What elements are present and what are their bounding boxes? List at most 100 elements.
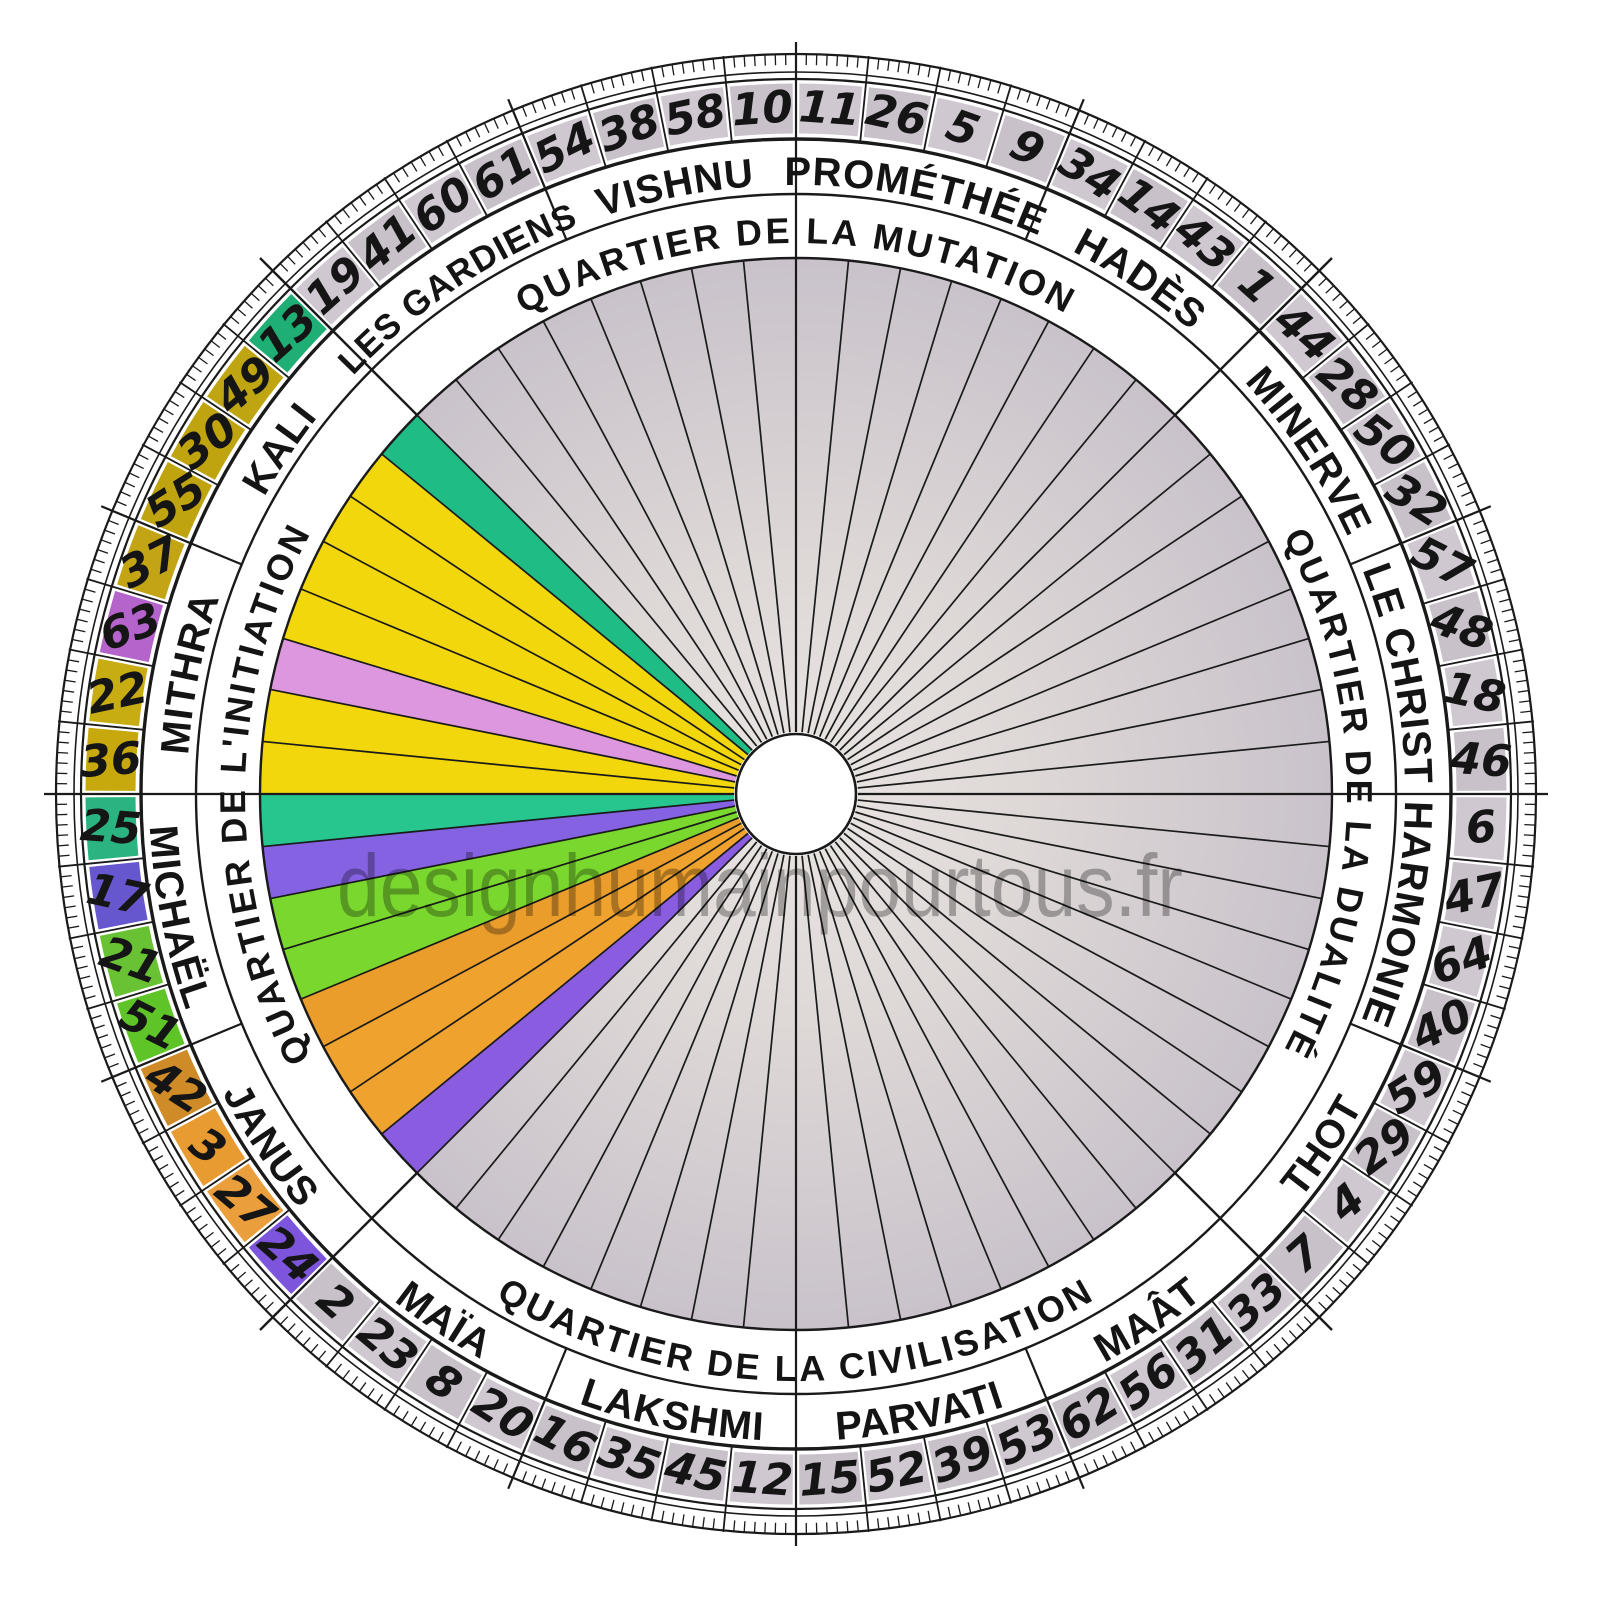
disk-wedge-14 <box>825 321 1094 743</box>
gate-boundary-line <box>141 1101 219 1145</box>
disk-wedge-17 <box>262 800 736 899</box>
gate-cell-61 <box>464 138 541 211</box>
gate-cell-62 <box>1051 1377 1128 1450</box>
minute-tick <box>198 1223 208 1232</box>
minute-tick <box>257 1294 267 1303</box>
minute-tick <box>531 102 537 114</box>
minute-tick <box>1303 1316 1313 1326</box>
minute-tick <box>1448 463 1459 470</box>
disk-wedge-52 <box>802 854 901 1328</box>
minute-tick <box>1093 118 1099 129</box>
wedge-divider-line <box>262 799 735 848</box>
disk-wedge-31 <box>830 841 1137 1240</box>
minute-tick <box>243 300 253 309</box>
minute-tick <box>84 995 96 1000</box>
wedge-divider-line <box>590 298 774 738</box>
gate-boundary-line <box>178 381 252 431</box>
gate-cell-55 <box>140 462 213 539</box>
minute-tick <box>1102 122 1109 134</box>
minute-tick <box>76 965 88 970</box>
minute-tick <box>1407 1189 1418 1197</box>
disk-wedge-5 <box>808 268 952 735</box>
gate-cell-57 <box>1407 525 1475 600</box>
disk-wedge-35 <box>640 853 784 1320</box>
gate-cell-15 <box>799 1451 863 1505</box>
minute-tick <box>1156 151 1164 162</box>
minute-tick <box>1083 114 1090 125</box>
minute-tick <box>1456 1100 1468 1107</box>
minute-tick <box>1318 277 1328 287</box>
gate-cell-41 <box>347 205 427 282</box>
minute-tick <box>163 1172 174 1180</box>
minute-tick <box>1273 234 1282 245</box>
minute-tick <box>1423 1163 1434 1171</box>
gate-boundary-line <box>57 720 145 731</box>
minute-tick <box>1191 1405 1199 1416</box>
minute-tick <box>1296 1323 1305 1333</box>
minute-tick <box>116 500 127 507</box>
minute-tick <box>1265 1350 1274 1360</box>
minute-tick <box>342 1369 351 1380</box>
minute-tick <box>79 975 91 980</box>
minute-tick <box>1016 88 1022 100</box>
gate-cell-10 <box>729 83 793 137</box>
minute-tick <box>1183 167 1191 178</box>
minute-tick <box>1396 1206 1406 1215</box>
disk-wedge-27 <box>350 828 749 1135</box>
gate-number-6: 6 <box>1464 801 1498 854</box>
minute-tick <box>186 1206 196 1215</box>
minute-tick <box>1288 1330 1298 1340</box>
disk-wedge-3 <box>323 823 745 1092</box>
minute-tick <box>967 74 972 86</box>
minute-tick <box>68 659 80 663</box>
minute-tick <box>1514 669 1526 673</box>
minute-tick <box>1456 481 1468 488</box>
minute-tick <box>733 1520 736 1532</box>
gate-cell-32 <box>1379 462 1452 539</box>
minute-tick <box>153 1154 164 1162</box>
minute-tick <box>876 58 880 70</box>
minute-tick <box>493 1459 499 1470</box>
gate-number-58: 58 <box>660 84 731 147</box>
disk-wedge-56 <box>825 845 1094 1267</box>
minute-tick <box>671 1512 675 1524</box>
gate-boundary-line <box>1301 322 1370 380</box>
minute-tick <box>1208 1394 1217 1404</box>
minute-tick <box>57 834 69 837</box>
minute-tick <box>174 391 185 399</box>
minute-tick <box>410 161 418 172</box>
gate-cell-33 <box>1217 1263 1297 1342</box>
minute-tick <box>1496 588 1508 593</box>
disk-wedge-33 <box>835 837 1176 1209</box>
minute-tick <box>1378 348 1388 357</box>
minute-tick <box>60 710 72 714</box>
minute-tick <box>846 55 849 67</box>
minute-tick <box>1339 300 1349 309</box>
minute-tick <box>640 1506 645 1518</box>
godhead-boundary-line <box>100 1022 243 1083</box>
gate-cell-21 <box>99 925 164 998</box>
gate-boundary-line <box>178 1157 252 1207</box>
wedge-divider-line <box>542 320 768 740</box>
minute-tick <box>927 1510 931 1522</box>
minute-tick <box>1508 945 1520 950</box>
gate-boundary-line <box>222 322 291 380</box>
minute-tick <box>1506 955 1518 960</box>
minute-tick <box>90 568 102 574</box>
minute-tick <box>243 1279 253 1288</box>
gate-cell-22 <box>89 658 148 727</box>
wedge-divider-line <box>824 320 1050 740</box>
wedge-divider-line <box>300 588 740 772</box>
minute-tick <box>264 1301 274 1311</box>
minute-tick <box>455 136 462 147</box>
minute-tick <box>1519 700 1531 703</box>
disk-wedge-8 <box>498 845 767 1267</box>
minute-tick <box>393 172 401 183</box>
minute-tick <box>1148 146 1155 157</box>
minute-tick <box>100 1043 112 1049</box>
minute-tick <box>997 1494 1002 1506</box>
wedge-divider-line <box>852 816 1292 1000</box>
minute-tick <box>419 1421 427 1432</box>
minute-tick <box>1225 196 1234 206</box>
